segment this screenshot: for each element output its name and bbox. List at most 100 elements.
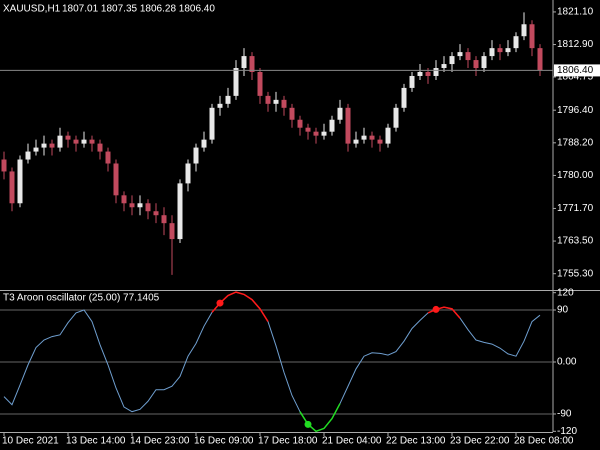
candle-body: [297, 119, 303, 128]
x-tick-label: 28 Dec 08:00: [514, 436, 574, 447]
y-tick-label: 1821.10: [557, 7, 594, 18]
candle-body: [209, 107, 215, 140]
candle-body: [57, 135, 63, 148]
candle-body: [433, 68, 439, 76]
candle-body: [241, 56, 247, 69]
candle-body: [33, 147, 39, 152]
candle-body: [305, 127, 311, 132]
candle-body: [329, 119, 335, 132]
candle-body: [137, 203, 143, 208]
candle-body: [393, 107, 399, 128]
candle-body: [257, 72, 263, 96]
candle-body: [537, 48, 543, 71]
x-tick-label: 16 Dec 09:00: [194, 436, 254, 447]
candle-body: [249, 56, 255, 73]
candle-body: [505, 48, 511, 53]
candle-body: [177, 183, 183, 240]
chart-subtitle: 1807.01 1807.35 1806.28 1806.40: [62, 4, 215, 15]
y-tick-label: 1755.30: [557, 268, 594, 279]
candle-body: [409, 75, 415, 88]
candle-body: [529, 24, 535, 49]
y-tick-label: 1771.70: [557, 203, 594, 214]
candle-body: [281, 99, 287, 108]
candle-body: [449, 56, 455, 65]
candle-body: [89, 139, 95, 144]
x-tick-label: 21 Dec 04:00: [322, 436, 382, 447]
candle-body: [97, 143, 103, 152]
candle-body: [65, 135, 71, 140]
candle-body: [473, 60, 479, 69]
candle-body: [337, 107, 343, 120]
indicator-title: T3 Aroon oscillator (25.00) 77.1405: [3, 293, 160, 304]
candle-body: [497, 48, 503, 53]
candle-body: [481, 56, 487, 69]
candle-body: [385, 127, 391, 144]
candle-body: [225, 95, 231, 104]
candle-body: [521, 24, 527, 37]
y-tick-label: 1763.50: [557, 236, 594, 247]
x-tick-label: 22 Dec 13:00: [386, 436, 446, 447]
candle-body: [321, 131, 327, 136]
candle-body: [113, 163, 119, 196]
candle-body: [105, 151, 111, 164]
y-tick-label: 1780.00: [557, 170, 594, 181]
candle-body: [417, 72, 423, 76]
signal-dot: [216, 299, 224, 307]
candle-body: [9, 171, 15, 204]
candle-body: [161, 215, 167, 224]
price-tag-label: 1806.40: [557, 65, 594, 76]
candle-body: [233, 68, 239, 96]
candle-body: [17, 159, 23, 204]
y-tick-label: -120: [557, 426, 577, 437]
candle-body: [41, 143, 47, 148]
y-tick-label: 1804.75: [557, 72, 594, 83]
signal-dot: [304, 420, 312, 428]
candle-body: [377, 139, 383, 144]
y-tick-label: 120: [557, 287, 574, 298]
y-tick-label: 0.00: [557, 357, 577, 368]
chart-title: XAUUSD,H1: [3, 4, 61, 15]
y-tick-label: 1796.40: [557, 105, 594, 116]
candle-body: [289, 107, 295, 120]
candle-body: [457, 52, 463, 57]
y-tick-label: 1788.20: [557, 137, 594, 148]
x-tick-label: 14 Dec 23:00: [130, 436, 190, 447]
candle-body: [345, 107, 351, 144]
candle-body: [425, 72, 431, 76]
candle-body: [73, 139, 79, 144]
y-tick-label: 90: [557, 305, 569, 316]
candle-body: [185, 163, 191, 184]
candle-body: [313, 131, 319, 136]
candle-body: [401, 87, 407, 108]
candle-body: [25, 151, 31, 160]
signal-dot: [432, 305, 440, 313]
candle-body: [129, 203, 135, 208]
candle-body: [121, 195, 127, 204]
y-tick-label: 1812.90: [557, 39, 594, 50]
candle-body: [49, 143, 55, 148]
x-tick-label: 23 Dec 22:00: [450, 436, 510, 447]
candle-body: [353, 139, 359, 144]
candle-body: [265, 95, 271, 104]
candle-body: [273, 99, 279, 104]
candle-body: [465, 52, 471, 61]
candle-body: [217, 103, 223, 108]
candle-body: [169, 223, 175, 240]
y-tick-label: -90: [557, 409, 572, 420]
x-tick-label: 10 Dec 2021: [2, 436, 59, 447]
candle-body: [145, 203, 151, 212]
candle-body: [513, 36, 519, 49]
candle-body: [201, 139, 207, 148]
candle-body: [489, 48, 495, 57]
candle-body: [1, 159, 7, 172]
candle-body: [441, 64, 447, 69]
candle-body: [193, 147, 199, 164]
price-tag: [554, 64, 600, 77]
x-tick-label: 17 Dec 18:00: [258, 436, 318, 447]
candle-body: [81, 139, 87, 144]
candle-body: [361, 135, 367, 140]
x-tick-label: 13 Dec 14:00: [66, 436, 126, 447]
